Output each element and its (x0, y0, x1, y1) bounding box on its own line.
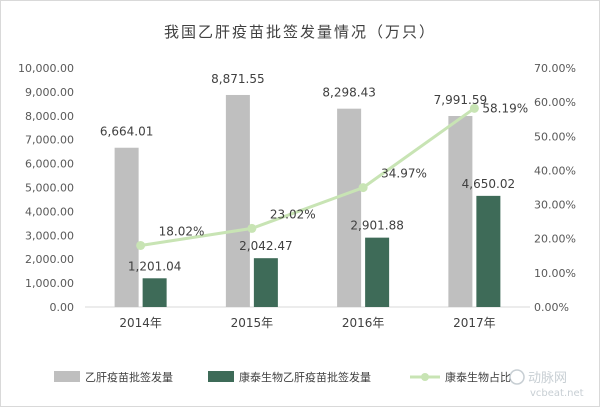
share-label: 18.02% (159, 224, 205, 238)
legend-marker-share (421, 373, 429, 381)
y-right-axis: 0.00% 10.00% 20.00% 30.00% 40.00% 50.00% 60.00… (534, 62, 576, 314)
legend-label-kangtai: 康泰生物乙肝疫苗批签发量 (239, 370, 371, 384)
bars-layer (114, 94, 501, 307)
watermark: 动脉网 vcbeat.net (509, 369, 584, 399)
y-left-tick-label: 2,000.00 (25, 253, 74, 266)
bar-kangtai (253, 258, 278, 307)
bar-total-label: 6,664.01 (100, 125, 153, 139)
bar-kangtai (476, 195, 501, 307)
y-left-tick-label: 1,000.00 (25, 277, 74, 290)
x-tick-label: 2015年 (231, 316, 274, 330)
bar-total (448, 116, 473, 307)
share-point (247, 223, 257, 233)
bar-total-label: 8,871.55 (211, 72, 264, 86)
bar-total (337, 108, 362, 307)
y-left-tick-label: 6,000.00 (25, 158, 74, 171)
y-left-tick-label: 4,000.00 (25, 205, 74, 218)
x-tick-label: 2017年 (453, 316, 496, 330)
bar-kangtai (365, 237, 390, 307)
y-right-tick-label: 0.00% (534, 301, 569, 314)
legend-label-share: 康泰生物占比 (445, 370, 511, 384)
bar-kangtai-label: 2,042.47 (239, 239, 292, 253)
y-left-tick-label: 0.00 (50, 301, 75, 314)
bar-total-label: 7,991.59 (434, 93, 487, 107)
legend-label-total: 乙肝疫苗批签发量 (85, 370, 173, 384)
share-point (136, 240, 146, 250)
y-left-tick-label: 3,000.00 (25, 229, 74, 242)
line-layer (136, 103, 479, 250)
data-labels-layer: 6,664.01 1,201.04 8,871.55 2,042.47 8,298.43… (100, 72, 528, 273)
y-right-tick-label: 50.00% (534, 130, 576, 143)
y-left-tick-label: 8,000.00 (25, 110, 74, 123)
y-right-tick-label: 60.00% (534, 96, 576, 109)
bar-total (225, 94, 250, 307)
share-point (358, 183, 368, 193)
y-left-tick-label: 9,000.00 (25, 86, 74, 99)
y-left-tick-label: 5,000.00 (25, 182, 74, 195)
watermark-url: vcbeat.net (530, 388, 584, 399)
watermark-logo-icon (509, 369, 525, 385)
share-label: 23.02% (270, 207, 316, 221)
share-line (140, 107, 476, 247)
chart-title: 我国乙肝疫苗批签发量情况（万只） (164, 23, 436, 41)
x-axis: 2014年 2015年 2016年 2017年 (119, 316, 495, 330)
y-left-axis: 0.00 1,000.00 2,000.00 3,000.00 4,000.00 5,00… (18, 62, 74, 314)
y-left-tick-label: 10,000.00 (18, 62, 74, 75)
y-right-tick-label: 20.00% (534, 233, 576, 246)
legend-swatch-kangtai (208, 371, 234, 382)
x-tick-label: 2016年 (342, 316, 385, 330)
watermark-text: 动脉网 (528, 371, 567, 386)
y-right-tick-label: 10.00% (534, 267, 576, 280)
y-right-tick-label: 30.00% (534, 199, 576, 212)
y-right-tick-label: 70.00% (534, 62, 576, 75)
legend: 乙肝疫苗批签发量 康泰生物乙肝疫苗批签发量 康泰生物占比 (54, 370, 511, 384)
x-tick-label: 2014年 (119, 316, 162, 330)
share-point (469, 103, 479, 113)
bar-total-label: 8,298.43 (322, 86, 375, 100)
share-label: 34.97% (381, 167, 427, 181)
bar-total (114, 147, 139, 307)
bar-kangtai (142, 278, 167, 307)
bar-kangtai-label: 1,201.04 (128, 259, 181, 273)
bar-kangtai-label: 4,650.02 (462, 177, 515, 191)
share-label: 58.19% (482, 101, 528, 115)
bar-kangtai-label: 2,901.88 (350, 219, 403, 233)
y-right-tick-label: 40.00% (534, 164, 576, 177)
y-left-tick-label: 7,000.00 (25, 134, 74, 147)
legend-swatch-total (54, 371, 80, 382)
